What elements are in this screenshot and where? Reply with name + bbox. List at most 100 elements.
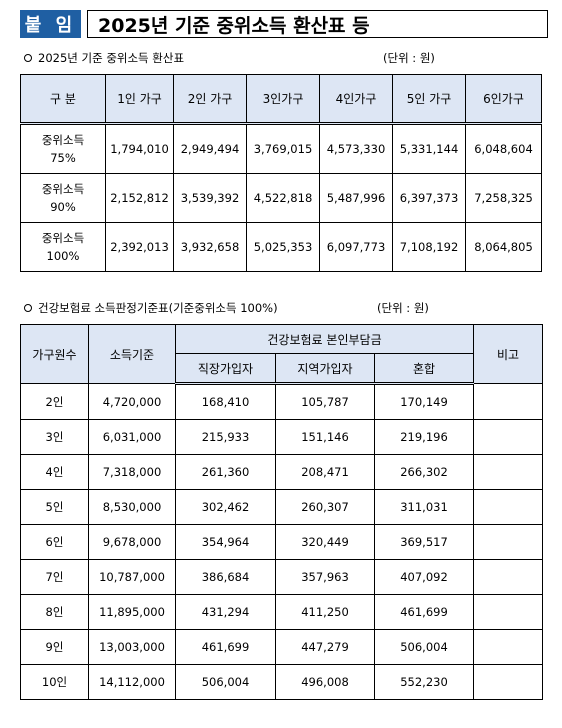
table-cell: 219,196: [374, 419, 474, 455]
health-insurance-subheader-row: 직장가입자 지역가입자 혼합: [21, 353, 543, 385]
table-cell: 7인: [20, 559, 89, 595]
table-cell: 10인: [20, 664, 89, 700]
table-cell: 407,092: [374, 559, 474, 595]
table-cell: 506,004: [175, 664, 276, 700]
table-cell: 7,258,325: [465, 173, 542, 223]
table-cell: 431,294: [175, 594, 276, 630]
table-row: 중위소득 100% 2,392,013 3,932,658 5,025,353 6,097…: [20, 222, 542, 272]
table-row: 2인 4,720,000 168,410 105,787 170,149: [20, 383, 543, 420]
header-household: 가구원수: [20, 324, 89, 384]
table-row: 5인 8,530,000 302,462 260,307 311,031: [20, 489, 543, 525]
header-employee: 직장가입자: [175, 353, 276, 385]
section1-unit: (단위 : 원): [383, 51, 435, 65]
table-cell: 357,963: [275, 559, 375, 595]
table-row: 9인 13,003,000 461,699 447,279 506,004: [20, 629, 543, 665]
header-cell: 4인가구: [319, 74, 393, 124]
health-insurance-table: 가구원수 소득기준 건강보험료 본인부담금 비고 직장가입자 지역가입자 혼합 …: [20, 324, 543, 700]
table-row: 8인 11,895,000 431,294 411,250 461,699: [20, 594, 543, 630]
bullet-circle-icon: [24, 54, 32, 62]
row-label: 중위소득 75%: [20, 123, 106, 174]
table-cell: 6,048,604: [465, 123, 542, 174]
section2-unit: (단위 : 원): [377, 301, 429, 315]
table-cell: 4인: [20, 454, 89, 490]
table-row: 10인 14,112,000 506,004 496,008 552,230: [20, 664, 543, 700]
note-cell: [473, 454, 543, 490]
header-copay-group: 건강보험료 본인부담금: [175, 324, 474, 354]
table-cell: 3인: [20, 419, 89, 455]
table-cell: 2인: [20, 383, 89, 420]
table-cell: 151,146: [275, 419, 375, 455]
table-row: 3인 6,031,000 215,933 151,146 219,196: [20, 419, 543, 455]
table-cell: 208,471: [275, 454, 375, 490]
header-cell: 6인가구: [465, 74, 542, 124]
table-cell: 168,410: [175, 383, 276, 420]
table-cell: 7,318,000: [88, 454, 176, 490]
table-cell: 5인: [20, 489, 89, 525]
table-cell: 2,392,013: [105, 222, 174, 272]
row-label-line: 중위소득: [41, 231, 85, 245]
header-cell: 1인 가구: [105, 74, 174, 124]
median-income-table: 구 분 1인 가구 2인 가구 3인가구 4인가구 5인 가구 6인가구 중위소득 75% 1,…: [20, 74, 542, 272]
table-row: 중위소득 75% 1,794,010 2,949,494 3,769,015 4,573,…: [20, 123, 542, 174]
table-row: 7인 10,787,000 386,684 357,963 407,092: [20, 559, 543, 595]
header-cell: 구 분: [20, 74, 106, 124]
table-cell: 4,720,000: [88, 383, 176, 420]
table-cell: 354,964: [175, 524, 276, 560]
note-cell: [473, 524, 543, 560]
note-cell: [473, 489, 543, 525]
table-cell: 215,933: [175, 419, 276, 455]
table-cell: 3,932,658: [173, 222, 247, 272]
section1-title: 2025년 기준 중위소득 환산표: [38, 51, 185, 65]
table-cell: 302,462: [175, 489, 276, 525]
header-note: 비고: [473, 324, 543, 384]
document-title: 2025년 기준 중위소득 환산표 등: [87, 10, 548, 38]
table-cell: 260,307: [275, 489, 375, 525]
header-income: 소득기준: [88, 324, 176, 384]
table-cell: 8,064,805: [465, 222, 542, 272]
table-cell: 105,787: [275, 383, 375, 420]
table-cell: 5,025,353: [246, 222, 320, 272]
table-cell: 411,250: [275, 594, 375, 630]
table-cell: 7,108,192: [392, 222, 466, 272]
table-cell: 311,031: [374, 489, 474, 525]
table-cell: 461,699: [175, 629, 276, 665]
table-cell: 386,684: [175, 559, 276, 595]
document-header: 붙 임 2025년 기준 중위소득 환산표 등: [20, 10, 548, 38]
attachment-badge: 붙 임: [20, 10, 81, 38]
section2-heading: 건강보험료 소득판정기준표(기준중위소득 100%): [24, 300, 278, 316]
table-cell: 447,279: [275, 629, 375, 665]
table-cell: 6,097,773: [319, 222, 393, 272]
table-cell: 3,769,015: [246, 123, 320, 174]
note-cell: [473, 664, 543, 700]
table-cell: 1,794,010: [105, 123, 174, 174]
median-income-header-row: 구 분 1인 가구 2인 가구 3인가구 4인가구 5인 가구 6인가구: [20, 74, 542, 124]
header-cell: 3인가구: [246, 74, 320, 124]
table-cell: 5,487,996: [319, 173, 393, 223]
note-cell: [473, 559, 543, 595]
row-label: 중위소득 90%: [20, 173, 106, 223]
row-label-line: 중위소득: [41, 133, 85, 147]
header-cell: 5인 가구: [392, 74, 466, 124]
table-row: 중위소득 90% 2,152,812 3,539,392 4,522,818 5,487,…: [20, 173, 542, 223]
table-cell: 6,031,000: [88, 419, 176, 455]
table-cell: 10,787,000: [88, 559, 176, 595]
table-row: 6인 9,678,000 354,964 320,449 369,517: [20, 524, 543, 560]
table-cell: 369,517: [374, 524, 474, 560]
row-label-line: 100%: [46, 249, 80, 263]
table-cell: 2,949,494: [173, 123, 247, 174]
row-label-line: 중위소득: [41, 182, 85, 196]
table-cell: 506,004: [374, 629, 474, 665]
table-cell: 9인: [20, 629, 89, 665]
row-label-line: 90%: [50, 200, 76, 214]
table-cell: 170,149: [374, 383, 474, 420]
table-cell: 261,360: [175, 454, 276, 490]
table-cell: 4,573,330: [319, 123, 393, 174]
table-cell: 13,003,000: [88, 629, 176, 665]
section1-heading: 2025년 기준 중위소득 환산표: [24, 50, 184, 66]
table-cell: 8인: [20, 594, 89, 630]
table-cell: 496,008: [275, 664, 375, 700]
table-cell: 8,530,000: [88, 489, 176, 525]
section2-title: 건강보험료 소득판정기준표(기준중위소득 100%): [38, 301, 278, 315]
table-cell: 6,397,373: [392, 173, 466, 223]
table-cell: 11,895,000: [88, 594, 176, 630]
